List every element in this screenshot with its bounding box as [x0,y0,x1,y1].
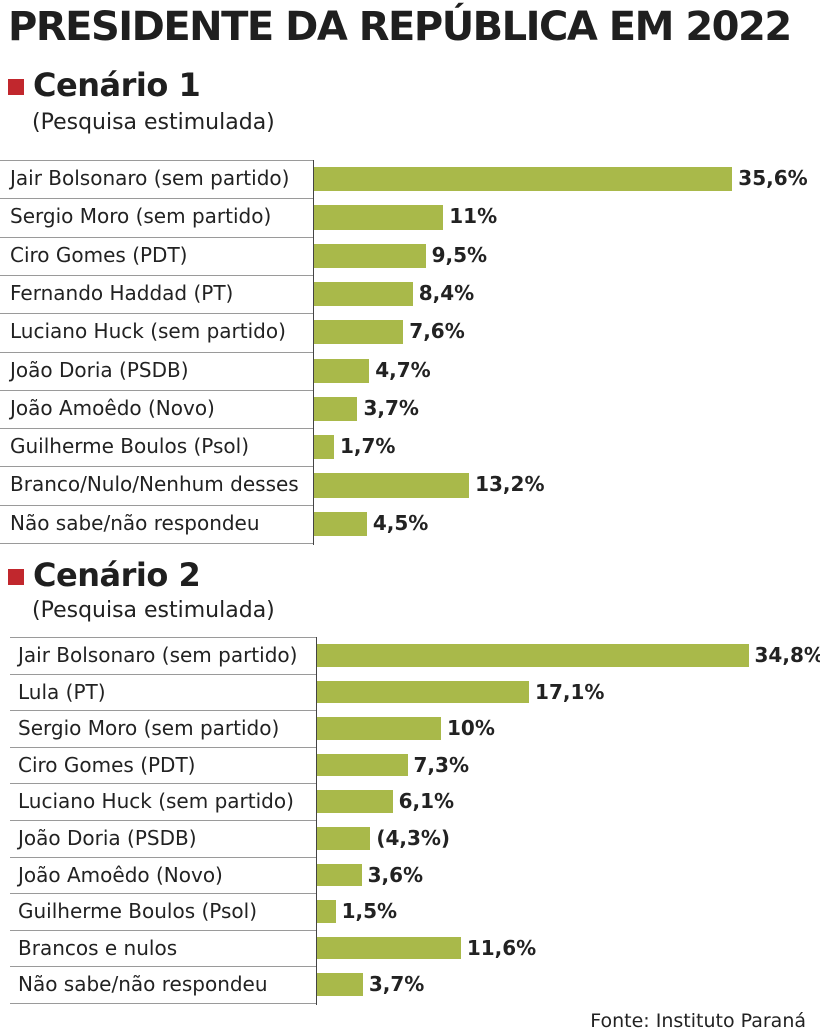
bar [317,717,441,740]
data-label: 3,6% [367,862,424,887]
data-label: 7,6% [409,319,465,344]
data-label: 35,6% [738,166,808,190]
red-square-icon [8,569,24,585]
row-divider [10,637,316,638]
bar [317,680,530,704]
bar [314,511,367,536]
row-divider [0,428,313,430]
bar [317,936,461,960]
data-label: 10% [447,716,495,741]
bar [317,863,362,887]
category-label: Sergio Moro (sem partido) [18,716,280,741]
row-divider [10,856,316,858]
row-divider [10,820,316,821]
row-divider [0,198,313,200]
category-label: Luciano Huck (sem partido) [10,319,286,344]
bar [314,396,358,422]
data-label: (4,3%) [376,826,451,850]
bar [314,243,426,268]
data-label: 1,7% [339,434,396,459]
bar [317,644,749,667]
bar [317,753,408,777]
category-label: Guilherme Boulos (Psol) [10,434,250,459]
data-label: 4,7% [375,357,431,382]
category-label: Ciro Gomes (PDT) [18,752,196,777]
bar [314,473,470,498]
data-label: 8,4% [418,280,475,305]
data-label: 7,3% [413,752,469,777]
category-label: Não sabe/não respondeu [18,972,268,997]
row-divider [0,236,313,238]
bar [317,827,371,850]
category-label: Brancos e nulos [18,935,178,960]
category-label: Fernando Haddad (PT) [10,280,234,305]
bar [314,167,733,192]
data-label: 13,2% [475,472,545,497]
row-divider [10,1003,316,1004]
data-label: 34,8% [754,643,820,667]
source-note: Fonte: Instituto Paraná [590,1010,806,1032]
bar [314,281,413,307]
bar [314,320,404,345]
category-label: Jair Bolsonaro (sem partido) [10,166,290,190]
row-divider [0,160,313,161]
row-divider [0,466,313,468]
data-label: 17,1% [535,679,605,704]
row-divider [10,783,316,785]
row-divider [10,673,316,675]
y-axis-line [313,160,314,545]
bar [314,435,334,460]
category-label: Não sabe/não respondeu [10,510,260,535]
red-square-icon [8,79,24,95]
row-divider [10,746,316,748]
y-axis-line [316,637,317,1005]
section-subtitle: (Pesquisa estimulada) [32,110,275,135]
row-divider [10,893,316,895]
category-label: Ciro Gomes (PDT) [10,242,188,267]
data-label: 4,5% [372,510,429,535]
row-divider [0,504,313,506]
category-label: João Doria (PSDB) [18,826,197,850]
data-label: 6,1% [398,789,455,814]
row-divider [0,543,313,544]
bar [314,358,370,383]
page-title: PRESIDENTE DA REPÚBLICA EM 2022 [8,4,792,50]
bar [317,900,336,923]
data-label: 11,6% [466,935,537,960]
data-label: 11% [449,204,498,229]
row-divider [0,389,313,391]
category-label: Luciano Huck (sem partido) [18,789,294,814]
category-label: Sergio Moro (sem partido) [10,204,272,229]
category-label: João Doria (PSDB) [10,357,189,382]
row-divider [0,313,313,315]
category-label: Guilherme Boulos (Psol) [18,899,258,924]
data-label: 1,5% [341,899,398,924]
row-divider [0,351,313,353]
section-subtitle: (Pesquisa estimulada) [32,598,275,623]
data-label: 9,5% [431,242,488,267]
section-title: Cenário 1 [33,66,201,104]
category-label: Branco/Nulo/Nenhum desses [10,472,299,497]
row-divider [10,710,316,712]
category-label: João Amoêdo (Novo) [10,395,215,420]
section-header-cenario-2: Cenário 2 [8,556,201,594]
row-divider [10,966,316,968]
category-label: Lula (PT) [18,679,106,704]
row-divider [10,929,316,931]
category-label: João Amoêdo (Novo) [18,862,223,887]
section-title: Cenário 2 [33,556,201,594]
row-divider [0,274,313,276]
section-header-cenario-1: Cenário 1 [8,66,201,104]
category-label: Jair Bolsonaro (sem partido) [18,643,298,667]
data-label: 3,7% [368,972,425,997]
bar [317,790,393,813]
bar [314,205,444,230]
data-label: 3,7% [363,395,419,420]
bar [317,973,363,996]
